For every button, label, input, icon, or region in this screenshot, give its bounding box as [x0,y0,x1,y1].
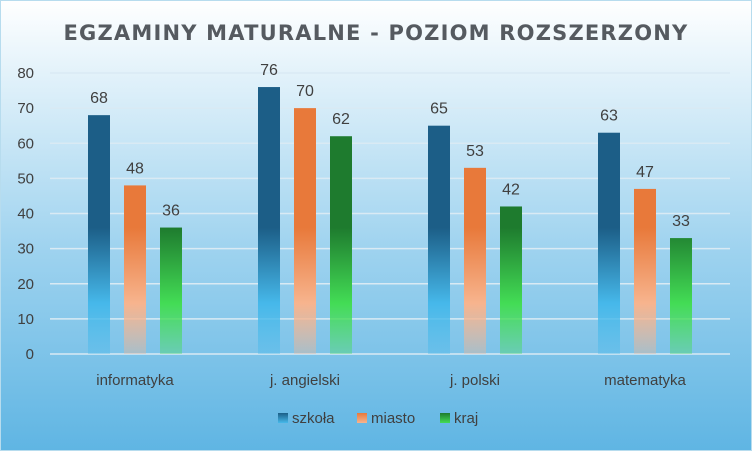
legend-swatch-szkoła [278,413,288,423]
data-label: 76 [260,62,278,79]
bar-szkoła [258,87,280,354]
bar-kraj [160,228,182,354]
data-label: 63 [600,108,618,125]
data-label: 42 [502,181,520,198]
legend-label-kraj: kraj [454,410,478,427]
y-tick-label: 0 [26,346,34,363]
y-tick-label: 40 [17,206,34,223]
data-label: 62 [332,111,350,128]
legend-label-szkoła: szkoła [292,410,335,427]
y-tick-label: 50 [17,170,34,187]
y-tick-label: 60 [17,135,34,152]
bar-miasto [124,185,146,354]
y-tick-label: 80 [17,65,34,82]
data-label: 47 [636,164,654,181]
bar-szkoła [598,133,620,354]
legend-swatch-miasto [357,413,367,423]
data-label: 33 [672,213,690,230]
bar-kraj [670,238,692,354]
bar-miasto [464,168,486,354]
bar-szkoła [428,126,450,354]
y-tick-label: 10 [17,311,34,328]
x-tick-label: matematyka [604,372,686,389]
data-label: 70 [296,83,314,100]
bar-miasto [294,108,316,354]
data-label: 48 [126,160,144,177]
data-label: 68 [90,90,108,107]
legend-swatch-kraj [440,413,450,423]
bar-kraj [500,206,522,354]
bar-miasto [634,189,656,354]
x-tick-label: j. angielski [269,372,340,389]
bar-kraj [330,136,352,354]
x-tick-label: j. polski [449,372,500,389]
x-tick-label: informatyka [96,372,174,389]
data-label: 53 [466,143,484,160]
y-axis: 0 10 20 30 40 50 60 70 80 [17,65,34,363]
chart-container: EGZAMINY MATURALNE - POZIOM ROZSZERZONY … [0,0,752,451]
bar-chart: EGZAMINY MATURALNE - POZIOM ROZSZERZONY … [0,0,752,451]
bar-szkoła [88,115,110,354]
legend-label-miasto: miasto [371,410,415,427]
data-label: 65 [430,101,448,118]
chart-title: EGZAMINY MATURALNE - POZIOM ROZSZERZONY [64,21,689,45]
y-tick-label: 30 [17,241,34,258]
data-label: 36 [162,203,180,220]
y-tick-label: 20 [17,276,34,293]
y-tick-label: 70 [17,100,34,117]
